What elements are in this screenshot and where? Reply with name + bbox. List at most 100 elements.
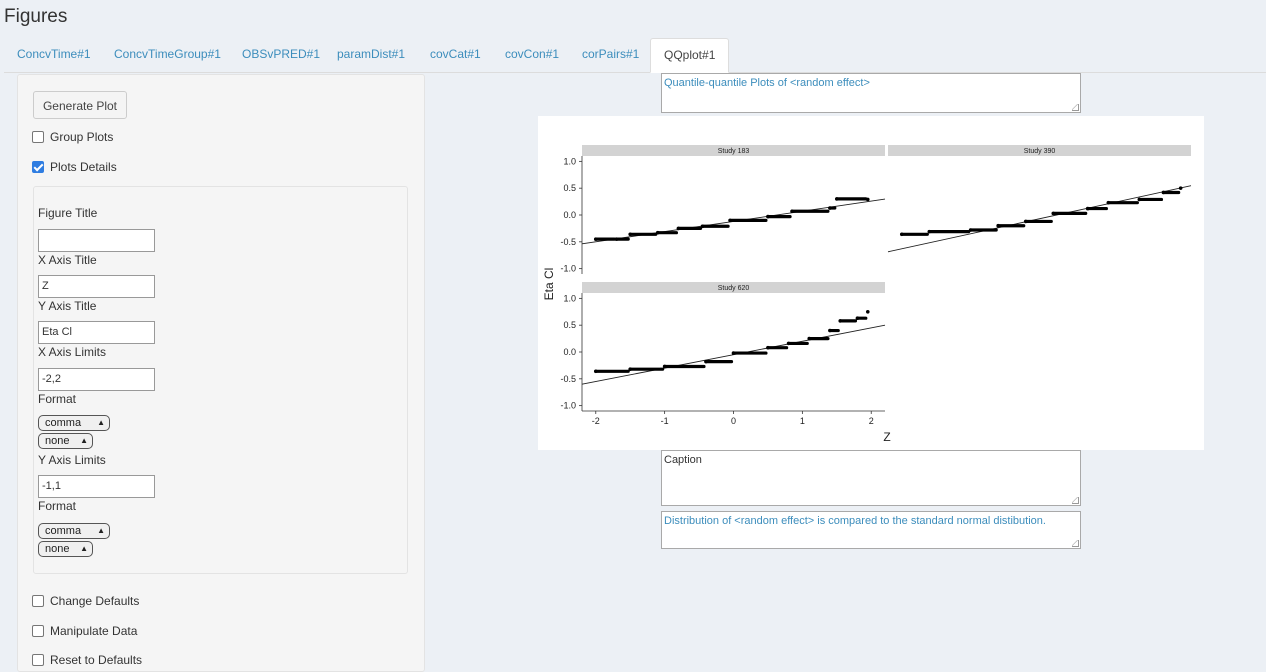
plots-details-label: Plots Details	[50, 160, 117, 174]
y-axis-title: Eta Cl	[542, 268, 556, 301]
caption-textarea[interactable]: Caption	[661, 450, 1081, 506]
panel-strip	[888, 145, 1191, 156]
x-format-value: comma	[45, 417, 82, 429]
tab-concvtimegroup[interactable]: ConcvTimeGroup#1	[114, 47, 221, 61]
qq-point	[1051, 211, 1056, 216]
y-axis-title-label: Y Axis Title	[38, 299, 97, 313]
x-tick-label: -2	[592, 416, 600, 426]
tab-obsvpred[interactable]: OBSvPRED#1	[242, 47, 321, 61]
qq-point	[676, 226, 681, 231]
group-plots-check-icon[interactable]	[32, 131, 44, 143]
plots-details-check-icon[interactable]	[32, 161, 44, 173]
y-tick-label: -1.0	[560, 264, 576, 274]
y-tick-label: -0.5	[560, 237, 576, 247]
x-format-select[interactable]: comma ▲	[38, 415, 110, 431]
qq-point	[927, 229, 932, 234]
x-tick-label: -1	[661, 416, 669, 426]
x-format-secondary-select[interactable]: none ▲	[38, 433, 93, 449]
panel-strip-label: Study 620	[718, 285, 750, 292]
qq-point	[1161, 190, 1166, 195]
y-format-label: Format	[38, 499, 77, 513]
y-tick-label: 0.0	[563, 347, 576, 357]
footnote-textarea[interactable]: Distribution of <random effect> is compa…	[661, 511, 1081, 549]
qq-point	[704, 359, 708, 364]
tab-qqplot[interactable]: QQplot#1	[650, 38, 730, 73]
updown-icon: ▲	[97, 418, 105, 427]
qq-point	[628, 232, 633, 237]
y-format-value: comma	[45, 525, 82, 537]
y-axis-limits-input[interactable]: -1,1	[38, 475, 155, 498]
tab-corpairs[interactable]: corPairs#1	[582, 47, 640, 61]
tab-covcon[interactable]: covCon#1	[505, 47, 560, 61]
qq-point	[1085, 206, 1090, 211]
qq-point	[855, 316, 860, 321]
generate-plot-button[interactable]: Generate Plot	[33, 91, 127, 119]
x-axis-title: Z	[883, 430, 890, 444]
qq-point	[700, 224, 705, 229]
page-title: Figures	[4, 6, 68, 27]
y-tick-label: 0.0	[563, 210, 576, 220]
qq-point	[614, 237, 619, 241]
reference-line	[887, 185, 1192, 253]
qq-point	[766, 214, 770, 219]
manipulate-data-check-icon[interactable]	[32, 625, 44, 637]
tab-paramdist[interactable]: paramDist#1	[337, 47, 406, 61]
qq-point	[593, 237, 598, 241]
reset-defaults-check-icon[interactable]	[32, 654, 44, 666]
qq-point	[655, 230, 660, 235]
resize-grip-icon[interactable]	[1072, 104, 1079, 111]
x-format-secondary-value: none	[45, 435, 70, 447]
figure-title-input[interactable]	[38, 229, 155, 252]
x-tick-label: 2	[869, 416, 874, 426]
y-tick-label: 0.5	[563, 320, 576, 330]
x-tick-label: 0	[731, 416, 736, 426]
manipulate-data-checkbox[interactable]: Manipulate Data	[32, 624, 137, 640]
reset-defaults-checkbox[interactable]: Reset to Defaults	[32, 653, 142, 669]
resize-grip-icon[interactable]	[1072, 540, 1079, 547]
qq-point	[865, 309, 870, 314]
qq-point	[766, 345, 770, 350]
qq-point	[807, 336, 812, 341]
qq-point	[662, 364, 667, 369]
x-format-label: Format	[38, 392, 77, 406]
qq-point	[728, 218, 732, 223]
change-defaults-checkbox[interactable]: Change Defaults	[32, 594, 139, 610]
updown-icon: ▲	[80, 436, 88, 445]
plot-details-panel: Figure Title X Axis Title Z Y Axis Title…	[33, 186, 408, 574]
qq-point	[1137, 197, 1142, 202]
qq-point	[593, 369, 598, 374]
reset-defaults-label: Reset to Defaults	[50, 653, 143, 667]
x-axis-limits-label: X Axis Limits	[38, 345, 107, 359]
y-format-secondary-select[interactable]: none ▲	[38, 541, 93, 557]
caption-text: Caption	[664, 454, 702, 466]
figure-title-label: Figure Title	[38, 206, 98, 220]
qq-point	[786, 341, 791, 346]
qq-point	[834, 197, 839, 201]
y-tick-label: -0.5	[560, 374, 576, 384]
qq-point	[1106, 200, 1111, 205]
x-axis-limits-input[interactable]: -2,2	[38, 368, 155, 391]
y-tick-label: 0.5	[563, 183, 576, 193]
y-format-select[interactable]: comma ▲	[38, 523, 110, 539]
change-defaults-label: Change Defaults	[50, 594, 140, 608]
qq-point	[790, 209, 794, 214]
qq-point	[838, 319, 843, 323]
tab-covcat[interactable]: covCat#1	[430, 47, 481, 61]
group-plots-label: Group Plots	[50, 130, 114, 144]
x-axis-title-input[interactable]: Z	[38, 275, 155, 298]
qq-point	[828, 206, 832, 210]
y-axis-title-input[interactable]: Eta Cl	[38, 321, 155, 344]
y-axis-limits-label: Y Axis Limits	[38, 453, 106, 467]
qq-point	[968, 228, 973, 232]
tab-bar: ConcvTime#1 ConcvTimeGroup#1 OBSvPRED#1 …	[4, 38, 1266, 73]
figure-title-textarea[interactable]: Quantile-quantile Plots of <random effec…	[661, 73, 1081, 113]
sidebar-panel: Generate Plot Group Plots Plots Details …	[17, 74, 425, 672]
group-plots-checkbox[interactable]: Group Plots	[32, 130, 113, 146]
resize-grip-icon[interactable]	[1072, 497, 1079, 504]
qq-point	[1178, 186, 1183, 190]
change-defaults-check-icon[interactable]	[32, 595, 44, 607]
plots-details-checkbox[interactable]: Plots Details	[32, 160, 117, 176]
qq-point	[731, 351, 736, 355]
tab-concvtime[interactable]: ConcvTime#1	[17, 47, 91, 61]
qq-point	[899, 232, 904, 237]
